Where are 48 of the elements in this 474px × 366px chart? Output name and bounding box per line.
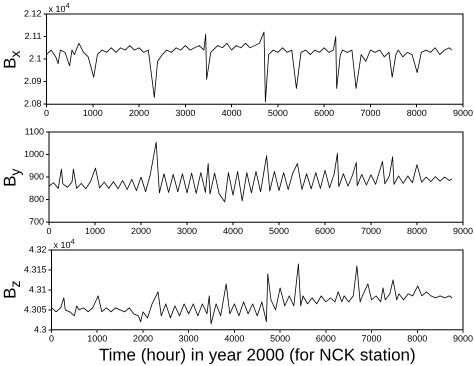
- x-tick-label: 4000: [224, 334, 244, 344]
- y-tick-label: 4.305: [24, 304, 47, 314]
- x-tick-label: 2000: [129, 108, 150, 118]
- x-tick-label: 7000: [362, 334, 382, 344]
- y-tick-label: 1100: [24, 126, 44, 136]
- y-tick-label: 2.09: [24, 76, 42, 86]
- x-tick-label: 3000: [178, 334, 199, 344]
- x-tick-label: 3000: [175, 108, 196, 118]
- y-tick-label: 800: [28, 194, 44, 204]
- x-tick-label: 0: [46, 226, 52, 236]
- y-tick-label: 2.12: [24, 8, 42, 18]
- x-tick-label: 5000: [270, 334, 290, 344]
- y-tick-label: 700: [28, 216, 44, 227]
- y-tick-label: 4.315: [24, 264, 47, 274]
- x-tick-label: 9000: [452, 226, 474, 236]
- x-tick-label: 8000: [406, 108, 427, 118]
- x-tick-label: 6000: [314, 226, 336, 236]
- x-tick-label: 7000: [360, 108, 380, 118]
- y-tick-label: 900: [28, 172, 44, 182]
- x-tick-label: 8000: [407, 334, 428, 344]
- x-tick-label: 5000: [268, 108, 288, 118]
- x-tick-label: 5000: [268, 226, 290, 236]
- y-tick-label: 4.32: [28, 244, 47, 254]
- x-tick-label: 0: [44, 108, 50, 118]
- x-tick-label: 1000: [82, 108, 103, 118]
- x-tick-label: 8000: [406, 226, 428, 236]
- y-tick-label: 2.08: [24, 98, 42, 109]
- x-tick-label: 3000: [176, 226, 198, 236]
- x-tick-label: 0: [49, 334, 54, 344]
- x-tick-label: 9000: [452, 334, 474, 344]
- y-tick-label: 4.3: [34, 324, 47, 334]
- x-tick-label: 6000: [314, 108, 334, 118]
- x-tick-label: 4000: [222, 108, 242, 118]
- x-tick-label: 1000: [85, 226, 106, 236]
- x-tick-label: 7000: [360, 226, 382, 236]
- annotation: x 10$^{4}$: [48, 1, 70, 14]
- x-tick-label: 9000: [452, 108, 474, 118]
- x-tick-label: 6000: [316, 334, 336, 344]
- x-tick-label: 2000: [131, 226, 152, 236]
- x-tick-label: 2000: [132, 334, 153, 344]
- y-tick-label: 2.1: [29, 54, 42, 64]
- x-axis-title: Time (hour) in year 2000 (for NCK station): [98, 345, 416, 364]
- y-tick-label: 1000: [24, 149, 44, 160]
- y-tick-label: 2.11: [24, 31, 42, 42]
- text: x 10$^{4}$: [54, 237, 75, 250]
- x-tick-label: 4000: [222, 226, 244, 236]
- y-tick-label: 4.31: [28, 284, 47, 294]
- x-tick-label: 1000: [87, 334, 108, 344]
